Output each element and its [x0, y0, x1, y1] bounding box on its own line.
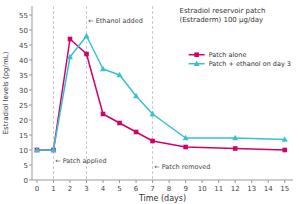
x-tick-label: 8 — [167, 185, 171, 193]
legend: Patch alonePatch + ethanol on day 3 — [189, 51, 291, 68]
x-tick — [284, 180, 285, 183]
data-point — [100, 66, 106, 71]
x-tick-label: 13 — [247, 185, 256, 193]
x-tick — [202, 180, 203, 183]
data-point — [282, 148, 287, 153]
data-point — [233, 146, 238, 151]
data-point — [183, 145, 188, 150]
x-tick — [53, 180, 54, 183]
title: Estradiol reservoir patch — [179, 7, 265, 15]
x-tick-label: 3 — [84, 185, 88, 193]
data-point — [35, 148, 40, 153]
y-tick-label: 20 — [19, 117, 28, 125]
x-tick-label: 11 — [214, 185, 223, 193]
data-point — [50, 147, 56, 152]
y-tick — [29, 15, 32, 16]
x-tick-label: 7 — [150, 185, 154, 193]
data-point — [282, 136, 288, 141]
plot-area — [34, 6, 288, 180]
y-tick-label: 50 — [19, 27, 28, 35]
y-tick-label: 0 — [24, 177, 28, 185]
y-tick — [29, 150, 32, 151]
y-tick-label: 5 — [24, 162, 28, 170]
reference-line — [86, 6, 87, 180]
data-point — [84, 52, 89, 57]
data-point — [68, 37, 73, 42]
y-tick — [29, 60, 32, 61]
x-tick — [251, 180, 252, 183]
data-point — [150, 139, 155, 144]
data-point — [101, 112, 106, 117]
x-tick — [235, 180, 236, 183]
y-tick — [29, 45, 32, 46]
x-tick — [103, 180, 104, 183]
x-tick-label: 6 — [134, 185, 139, 193]
x-tick-label: 5 — [117, 185, 121, 193]
legend-marker — [194, 52, 199, 57]
data-point — [117, 72, 123, 77]
x-tick — [119, 180, 120, 183]
x-tick — [136, 180, 137, 183]
annotation: ← Ethanol added — [88, 17, 143, 25]
x-axis — [32, 180, 293, 181]
y-axis-label: Estradiol levels (pg/mL) — [2, 51, 10, 134]
legend-marker — [194, 61, 200, 66]
data-point — [84, 33, 90, 38]
legend-label: Patch + ethanol on day 3 — [209, 60, 291, 68]
chart: 0123456789101112131415051015202530354045… — [0, 0, 299, 204]
x-tick-label: 9 — [183, 185, 187, 193]
x-axis-label: Time (days) — [138, 194, 186, 203]
subtitle: (Estraderm) 100 µg/day — [179, 16, 263, 24]
data-point — [67, 54, 73, 59]
y-tick-label: 45 — [19, 42, 28, 50]
x-tick-label: 0 — [35, 185, 39, 193]
x-tick-label: 2 — [68, 185, 72, 193]
x-tick-label: 4 — [101, 185, 106, 193]
y-tick-label: 35 — [19, 72, 28, 80]
x-tick — [86, 180, 87, 183]
x-tick-label: 14 — [264, 185, 273, 193]
data-point — [183, 135, 189, 140]
y-tick-label: 55 — [19, 12, 28, 20]
data-point — [232, 135, 238, 140]
x-tick — [69, 180, 70, 183]
y-tick-label: 25 — [19, 102, 28, 110]
y-tick — [29, 30, 32, 31]
y-tick — [29, 120, 32, 121]
x-tick — [169, 180, 170, 183]
x-tick — [268, 180, 269, 183]
y-tick-label: 30 — [19, 87, 28, 95]
x-tick-label: 10 — [198, 185, 207, 193]
x-tick — [218, 180, 219, 183]
y-tick — [29, 135, 32, 136]
data-point — [134, 130, 139, 135]
legend-label: Patch alone — [209, 51, 247, 59]
annotation: ← Patch applied — [55, 157, 106, 165]
y-tick — [29, 105, 32, 106]
reference-line — [152, 6, 153, 180]
x-tick-label: 1 — [51, 185, 55, 193]
annotation: ← Patch removed — [154, 163, 210, 171]
y-tick-label: 40 — [19, 57, 28, 65]
x-tick-label: 15 — [280, 185, 289, 193]
data-point — [117, 121, 122, 126]
x-tick — [36, 180, 37, 183]
y-tick — [29, 180, 32, 181]
y-axis — [32, 6, 33, 180]
y-tick-label: 10 — [19, 147, 28, 155]
y-tick — [29, 75, 32, 76]
y-tick-label: 15 — [19, 132, 28, 140]
y-tick — [29, 165, 32, 166]
series-line — [37, 39, 285, 150]
data-point — [51, 148, 56, 153]
y-tick — [29, 90, 32, 91]
x-tick — [152, 180, 153, 183]
series-line — [37, 36, 285, 150]
data-point — [133, 93, 139, 98]
data-point — [150, 111, 156, 116]
x-tick-label: 12 — [231, 185, 240, 193]
data-point — [34, 147, 40, 152]
reference-line — [53, 6, 54, 180]
x-tick — [185, 180, 186, 183]
